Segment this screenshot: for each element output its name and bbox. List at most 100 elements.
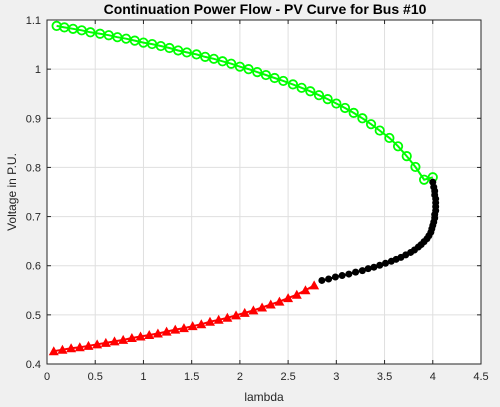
lower-point	[187, 321, 198, 331]
lower-point	[152, 328, 163, 338]
lower-point	[283, 293, 294, 303]
nose-point	[345, 270, 353, 278]
upper-point	[410, 161, 421, 173]
y-tick-label: 0.5	[26, 310, 41, 322]
nose-point	[370, 263, 378, 271]
x-tick-label: 1	[140, 371, 146, 383]
lower-point	[222, 312, 233, 322]
x-tick-label: 0.5	[88, 371, 103, 383]
nose-point	[429, 178, 437, 186]
y-tick-label: 0.4	[26, 359, 41, 371]
lower-point	[144, 330, 155, 340]
nose-point	[364, 265, 372, 273]
chart-title: Continuation Power Flow - PV Curve for B…	[104, 1, 427, 17]
lower-point	[126, 332, 137, 342]
lower-point	[57, 344, 68, 354]
y-tick-label: 1.1	[26, 15, 41, 27]
x-tick-label: 2.5	[280, 371, 295, 383]
upper-point	[191, 49, 202, 60]
x-tick-label: 2	[237, 371, 243, 383]
lower-point	[196, 319, 207, 329]
lower-point	[48, 346, 59, 356]
upper-point	[287, 79, 299, 90]
lower-point	[274, 296, 285, 306]
upper-point	[208, 53, 219, 64]
lower-point	[100, 337, 111, 347]
lower-point	[109, 336, 120, 346]
upper-point	[418, 174, 430, 185]
upper-series	[51, 20, 438, 185]
upper-point	[305, 86, 316, 97]
y-tick-label: 1	[35, 64, 41, 76]
lower-point	[135, 331, 146, 341]
upper-point	[374, 125, 385, 136]
lower-point	[213, 314, 224, 324]
lower-point	[265, 299, 276, 309]
x-tick-label: 4.5	[473, 371, 488, 383]
upper-point	[401, 151, 412, 162]
upper-point	[260, 69, 272, 81]
x-tick-label: 4	[430, 371, 436, 383]
lower-point	[83, 340, 94, 350]
lower-point	[170, 324, 181, 334]
x-tick-label: 0	[44, 371, 50, 383]
lower-point	[74, 342, 85, 352]
upper-point	[384, 132, 395, 144]
nose-point	[338, 272, 346, 280]
lower-point	[92, 339, 103, 349]
tick-marks-and-labels: 0 0.5 1 1.5 2 2.5 3 3.5 4 4.5 0.4 0.5 0.6 0.7 0.8 0.9 1 1…	[26, 15, 489, 383]
upper-point	[269, 72, 280, 84]
nose-point	[376, 261, 384, 269]
upper-point	[331, 98, 342, 109]
lower-point	[309, 280, 320, 290]
upper-point	[365, 119, 377, 130]
upper-point	[243, 64, 254, 75]
upper-point	[313, 90, 325, 101]
upper-point	[252, 66, 263, 78]
y-tick-label: 0.8	[26, 162, 41, 174]
lower-point	[291, 289, 302, 299]
axes-box	[46, 19, 482, 365]
nose-point	[318, 276, 326, 284]
upper-point	[357, 113, 368, 124]
data-series	[48, 20, 440, 356]
nose-point	[331, 273, 339, 281]
lower-point	[178, 323, 189, 333]
upper-point	[339, 102, 351, 114]
upper-point	[181, 47, 192, 58]
lower-point	[248, 305, 259, 315]
upper-point	[278, 75, 289, 87]
upper-point	[217, 56, 228, 67]
upper-point	[164, 42, 175, 54]
nose-point	[352, 268, 360, 276]
lower-point	[231, 310, 242, 320]
upper-point	[226, 58, 237, 69]
nose-point	[358, 267, 366, 275]
upper-point	[392, 141, 404, 152]
upper-point	[296, 82, 307, 93]
x-axis-label: lambda	[244, 390, 284, 404]
x-tick-label: 3.5	[377, 371, 392, 383]
lower-point	[161, 326, 172, 336]
nose-point	[382, 259, 390, 267]
nose-series	[318, 178, 440, 284]
lower-point	[66, 343, 77, 353]
upper-point	[234, 61, 245, 72]
y-tick-label: 0.7	[26, 212, 41, 224]
y-tick-label: 0.9	[26, 113, 41, 125]
y-tick-label: 0.6	[26, 261, 41, 273]
upper-point	[322, 94, 333, 105]
nose-point	[325, 275, 333, 283]
lower-point	[239, 307, 250, 317]
lower-series	[48, 280, 320, 356]
lower-point	[204, 316, 215, 326]
y-axis-label: Voltage in P.U.	[5, 153, 19, 231]
lower-point	[257, 302, 268, 312]
x-tick-label: 3	[333, 371, 339, 383]
lower-point	[118, 334, 129, 344]
x-tick-label: 1.5	[184, 371, 199, 383]
lower-point	[300, 285, 311, 295]
upper-point	[348, 107, 359, 118]
upper-point	[85, 27, 96, 38]
